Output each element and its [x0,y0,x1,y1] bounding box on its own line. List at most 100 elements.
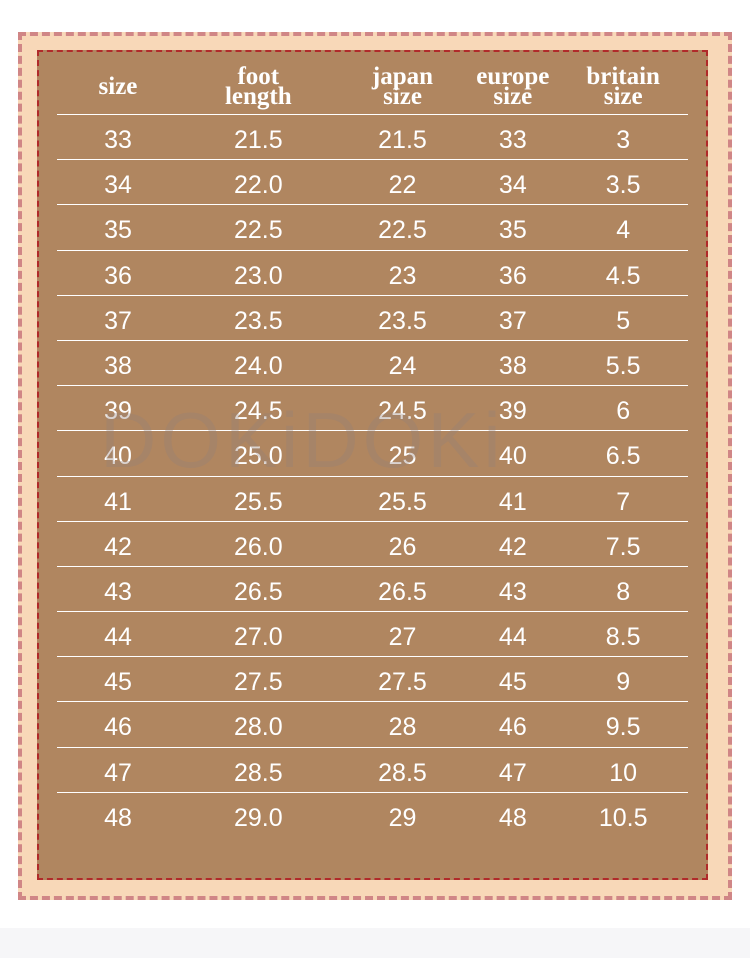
table-cell: 25.0 [233,442,283,471]
table-cell: 47 [104,758,132,787]
table-cell: 42 [498,532,527,561]
table-row: 45 27.5 27.5 45 9 [57,657,688,703]
table-cell: 39 [498,397,527,426]
table-cell: 42 [104,532,132,561]
table-cell: 21.5 [233,126,283,154]
table-cell: 45 [104,668,132,697]
table-cell: 9 [616,668,631,697]
table-cell: 41 [498,487,527,516]
table-cell: 48 [104,803,132,832]
table-cell: 34 [498,171,527,200]
table-cell: 28.5 [378,758,427,787]
table-cell: 45 [498,668,527,697]
table-cell: 27.0 [233,623,283,652]
table-row: 47 28.5 28.5 47 10 [57,748,688,793]
table-row: 43 26.5 26.5 43 8 [57,567,688,613]
table-cell: 25 [388,442,417,471]
table-cell: 28.0 [233,713,283,742]
table-cell: 48 [498,803,527,832]
table-cell: 35 [498,216,527,245]
table-cell: 38 [104,351,132,380]
table-cell: 24.5 [233,397,283,426]
table-cell: 27.5 [233,668,283,697]
table-cell: 23.0 [233,261,283,290]
table-cell: 40 [498,442,527,471]
table-cell: 22.5 [378,216,427,245]
table-cell: 7.5 [605,532,641,561]
column-header: size [57,60,179,114]
table-cell: 28.5 [233,758,283,787]
header-text: size [98,73,138,100]
table-cell: 3 [616,126,631,154]
table-row: 35 22.5 22.5 35 4 [57,205,688,251]
table-cell: 22.5 [233,216,283,245]
table-cell: 23.5 [378,306,427,335]
table-cell: 33 [498,126,527,154]
table-cell: 23.5 [233,306,283,335]
table-header: size foot length japan size europe size britain… [57,60,688,115]
column-header: britain size [558,60,688,114]
table-cell: 21.5 [378,126,427,154]
table-row: 48 29.0 29 48 10.5 [57,793,688,837]
header-text: size [603,83,643,110]
column-header: europe size [467,60,558,114]
table-cell: 8.5 [605,623,641,652]
table-row: 44 27.0 27 44 8.5 [57,612,688,658]
table-cell: 46 [104,713,132,742]
table-cell: 35 [104,216,132,245]
table-cell: 3.5 [605,171,641,200]
table-cell: 26 [388,532,417,561]
table-cell: 36 [104,261,132,290]
table-cell: 26.5 [233,577,283,606]
table-row: 41 25.5 25.5 41 7 [57,477,688,522]
table-cell: 25.5 [378,487,427,516]
table-row: 38 24.0 24 38 5.5 [57,341,688,387]
size-table: size foot length japan size europe size britain… [57,60,688,837]
table-cell: 27 [388,623,417,652]
table-cell: 25.5 [233,487,283,516]
table-row: 46 28.0 28 46 9.5 [57,702,688,748]
table-cell: 24.0 [233,351,283,380]
header-text: length [224,83,292,110]
table-cell: 10.5 [598,803,648,832]
table-cell: 24.5 [378,397,427,426]
header-text: europe [476,63,550,90]
column-header: japan size [338,60,468,114]
table-cell: 37 [104,306,132,335]
table-cell: 27.5 [378,668,427,697]
table-cell: 28 [388,713,417,742]
table-cell: 9.5 [605,713,641,742]
table-body: 33 21.5 21.5 33 3 34 22.0 22 34 3.5 35 22.5 22.5 35 4 3… [57,115,688,837]
table-cell: 39 [104,397,132,426]
table-cell: 37 [498,306,527,335]
table-cell: 34 [104,171,132,200]
table-cell: 22.0 [233,171,283,200]
table-cell: 43 [498,577,527,606]
header-text: japan [371,63,434,90]
footer-strip [0,928,750,958]
header-text: foot [237,63,280,90]
table-cell: 36 [498,261,527,290]
table-cell: 46 [498,713,527,742]
table-cell: 5.5 [605,351,641,380]
table-cell: 22 [388,171,417,200]
table-row: 36 23.0 23 36 4.5 [57,251,688,296]
table-cell: 43 [104,577,132,606]
table-cell: 38 [498,351,527,380]
table-cell: 10 [609,758,638,787]
table-cell: 6.5 [605,442,641,471]
table-cell: 44 [104,623,132,652]
table-cell: 6 [616,397,631,426]
table-cell: 47 [498,758,527,787]
header-text: size [383,83,422,110]
header-text: britain [586,63,660,90]
column-header: foot length [179,60,338,114]
table-cell: 8 [616,577,631,606]
header-text: size [493,83,533,110]
table-row: 34 22.0 22 34 3.5 [57,160,688,206]
table-cell: 44 [498,623,527,652]
table-cell: 41 [104,487,132,516]
table-cell: 24 [388,351,417,380]
table-row: 42 26.0 26 42 7.5 [57,522,688,567]
table-cell: 4.5 [605,261,641,290]
